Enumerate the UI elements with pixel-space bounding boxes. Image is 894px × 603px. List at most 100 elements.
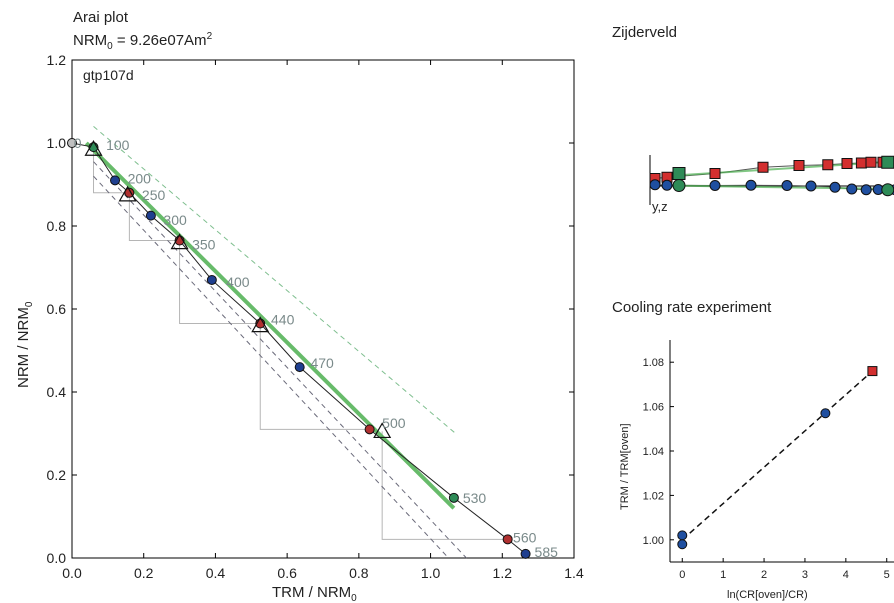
- arai-data-point: [448, 492, 459, 503]
- arai-x-axis-label: TRM / NRM0: [272, 584, 357, 603]
- arai-plot: 0.0 0.2 0.4 0.6 0.8 1.0 1.2 1.4 0.0 0.2 0.4 0.6 0.8 1…: [47, 52, 584, 581]
- arai-y-tick-label: 0.2: [47, 467, 67, 483]
- cooling-circle-point: [677, 530, 688, 541]
- zijderveld-circle-point: [781, 180, 793, 191]
- cooling-x-tick-label: 5: [884, 569, 890, 581]
- zijderveld-square-point: [793, 160, 805, 171]
- cooling-x-axis-label: ln(CR[oven]/CR): [727, 589, 808, 601]
- arai-data-point: [67, 138, 77, 148]
- arai-y-tick-label: 1.2: [47, 52, 67, 68]
- arai-temperature-label: 100: [106, 137, 130, 153]
- arai-temperature-label: 500: [382, 415, 406, 431]
- arai-y-tick-label: 1.0: [47, 135, 67, 151]
- arai-data-point: [364, 424, 375, 435]
- zijderveld-plot: y,z: [649, 155, 894, 214]
- cooling-x-tick-label: 2: [761, 569, 767, 581]
- zijderveld-title: Zijderveld: [612, 24, 677, 41]
- zijderveld-square-point: [822, 159, 834, 171]
- arai-x-tick-label: 1.0: [421, 565, 441, 581]
- cooling-x-tick-label: 1: [720, 569, 726, 581]
- arai-y-tick-label: 0.0: [47, 550, 67, 566]
- arai-y-tick-label: 0.8: [47, 218, 67, 234]
- arai-temperature-label: 350: [192, 237, 216, 253]
- arai-specimen-label: gtp107d: [83, 67, 134, 83]
- arai-data-point: [206, 274, 217, 285]
- zijderveld-series: [649, 155, 894, 197]
- arai-temperature-label: 585: [535, 544, 559, 560]
- zijderveld-circle-point: [860, 184, 872, 196]
- cooling-x-tick-label: 0: [679, 569, 685, 581]
- arai-check-steps: [93, 147, 508, 540]
- zijderveld-circle-point: [745, 179, 757, 191]
- arai-plot-frame: [71, 59, 575, 559]
- arai-temperature-label: 400: [226, 274, 250, 290]
- arai-data-point: [294, 362, 305, 373]
- arai-x-tick-label: 0.4: [206, 565, 226, 581]
- cooling-y-tick-label: 1.08: [643, 357, 664, 369]
- zijderveld-square-point: [709, 168, 721, 179]
- arai-temperature-label: 200: [128, 170, 152, 186]
- cooling-y-axis-label: TRM / TRM[oven]: [619, 423, 631, 510]
- zijderveld-start-circle: [672, 179, 686, 192]
- zijderveld-end-square: [881, 155, 894, 169]
- cooling-circle-point: [677, 539, 688, 550]
- zijderveld-axis-label: y,z: [652, 199, 668, 214]
- arai-envelope-upper: [93, 126, 456, 434]
- arai-y-tick-label: 0.6: [47, 301, 67, 317]
- arai-y-axis-label: NRM / NRM0: [15, 301, 35, 388]
- arai-ptrm-step: [381, 431, 508, 540]
- zijderveld-circle-point: [649, 179, 661, 191]
- arai-envelope-lower2: [93, 175, 449, 559]
- zijderveld-circle-point: [661, 179, 673, 191]
- cooling-fit-line: [681, 370, 873, 541]
- zijderveld-end-circle: [881, 183, 894, 197]
- arai-temperature-label: 300: [163, 212, 187, 228]
- arai-title: Arai plot: [73, 9, 129, 26]
- cooling-y-tick-label: 1.04: [643, 446, 664, 458]
- zijderveld-square-point: [865, 156, 877, 168]
- arai-x-tick-label: 0.6: [277, 565, 297, 581]
- zijderveld-start-square: [672, 167, 686, 180]
- zijderveld-circle-point: [846, 183, 858, 195]
- arai-envelopes: [93, 126, 467, 559]
- cooling-fit-line: [681, 370, 873, 541]
- cooling-y-tick-label: 1.02: [643, 490, 664, 502]
- arai-x-tick-label: 0.8: [349, 565, 369, 581]
- cooling-circle-point: [820, 408, 831, 419]
- arai-best-fit-line: [84, 141, 456, 510]
- cooling-x-tick-label: 4: [843, 569, 849, 581]
- arai-temperature-label: 470: [310, 355, 334, 371]
- arai-ptrm-check-marker: [251, 316, 270, 333]
- cooling-rate-plot: 0 1 2 3 4 5 1.00 1.02 1.04 1.06 1.08: [643, 340, 894, 581]
- arai-temperature-label: 250: [142, 187, 166, 203]
- arai-ptrm-step: [259, 323, 370, 430]
- cooling-y-tick-label: 1.00: [643, 535, 664, 547]
- arai-ptrm-checks: [84, 140, 392, 439]
- arai-fit-line: [84, 141, 456, 510]
- zijderveld-circle-point: [709, 180, 721, 191]
- arai-temperature-label: 560: [513, 529, 537, 545]
- cooling-title: Cooling rate experiment: [612, 299, 772, 316]
- arai-x-tick-label: 1.4: [564, 565, 584, 581]
- arai-ptrm-step: [128, 192, 180, 242]
- cooling-axes: 0 1 2 3 4 5 1.00 1.02 1.04 1.06 1.08: [643, 357, 890, 581]
- arai-envelope-lower: [93, 161, 467, 559]
- arai-data-point: [520, 548, 531, 559]
- cooling-series: [677, 366, 878, 550]
- arai-temperature-label: 530: [463, 490, 487, 506]
- arai-data-point: [145, 210, 156, 221]
- arai-ptrm-check-marker: [170, 233, 189, 250]
- arai-x-tick-label: 0.0: [62, 565, 82, 581]
- arai-x-tick-label: 1.2: [493, 565, 513, 581]
- arai-axes: 0.0 0.2 0.4 0.6 0.8 1.0 1.2 1.4 0.0 0.2 0.4 0.6 0.8 1…: [47, 52, 584, 581]
- arai-temperature-label: 0: [74, 135, 82, 151]
- arai-temperature-label: 440: [271, 311, 295, 327]
- zijderveld-circle-point: [805, 180, 817, 192]
- arai-series: [67, 138, 531, 559]
- arai-ptrm-check-marker: [118, 185, 137, 202]
- arai-data-line: [71, 142, 526, 555]
- arai-ptrm-check-marker: [84, 140, 103, 156]
- zijderveld-square-point: [855, 157, 867, 169]
